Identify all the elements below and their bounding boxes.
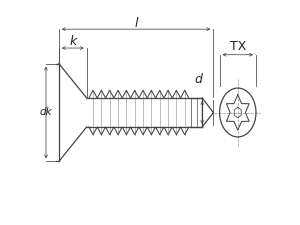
- Text: dk: dk: [40, 108, 52, 117]
- Text: l: l: [135, 17, 138, 30]
- Text: d: d: [194, 73, 202, 86]
- Text: TX: TX: [230, 40, 246, 54]
- Text: k: k: [70, 35, 77, 48]
